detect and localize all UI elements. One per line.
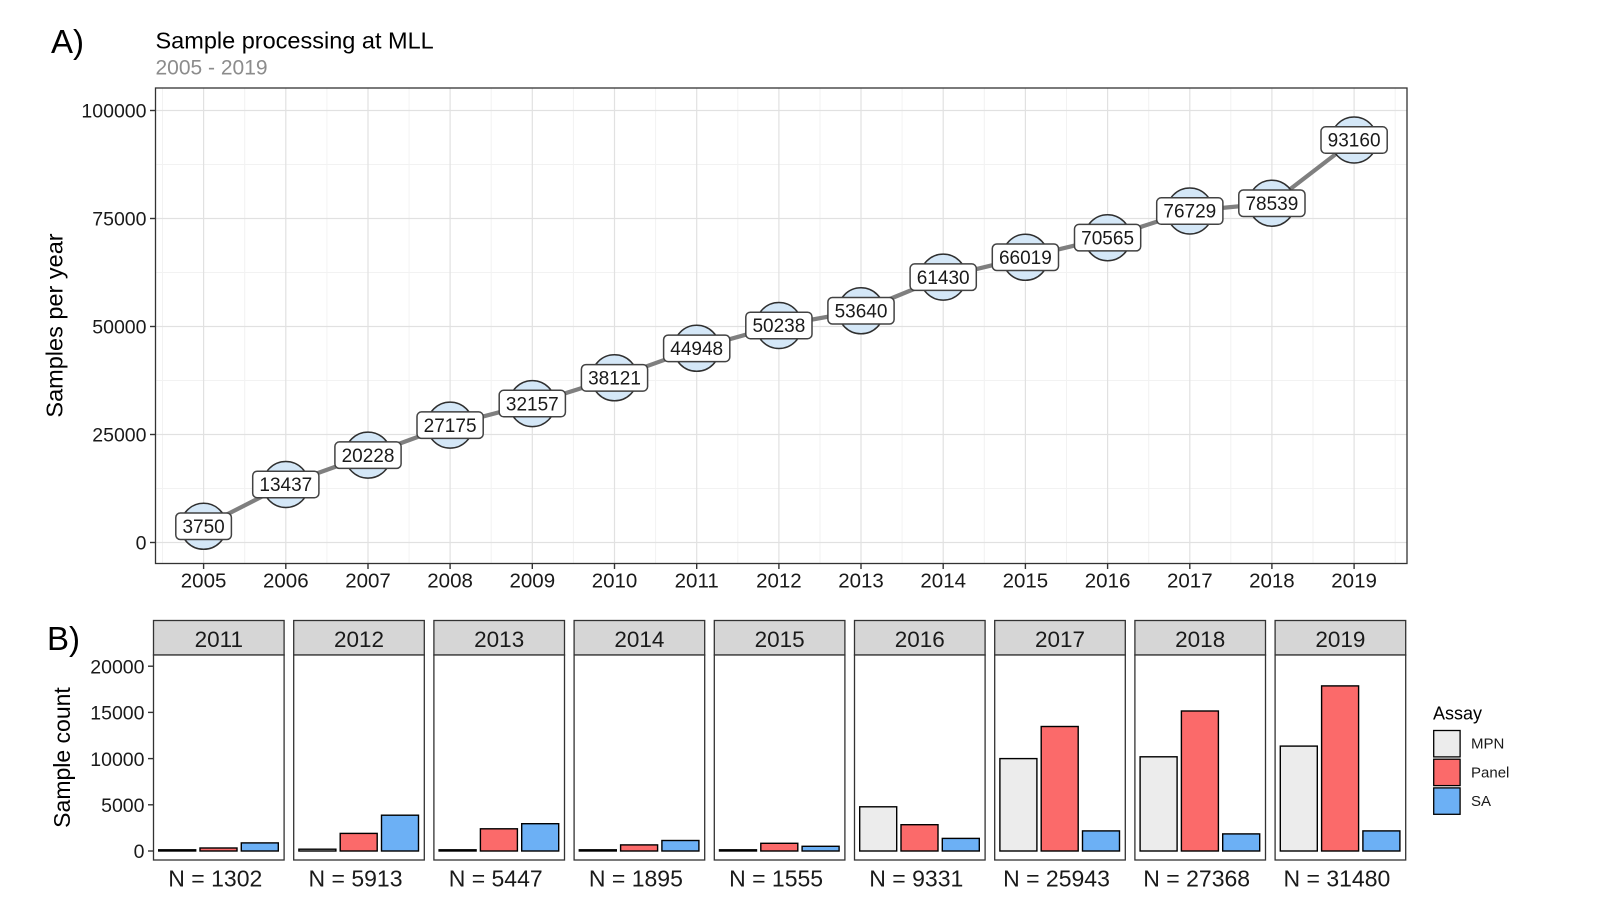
svg-text:A): A) <box>51 23 84 60</box>
svg-text:2016: 2016 <box>895 627 945 652</box>
svg-text:2013: 2013 <box>474 627 524 652</box>
svg-text:2012: 2012 <box>756 570 802 593</box>
svg-text:53640: 53640 <box>835 302 888 323</box>
svg-text:SA: SA <box>1471 793 1491 810</box>
svg-text:38121: 38121 <box>588 369 641 390</box>
svg-text:2010: 2010 <box>592 570 638 593</box>
svg-text:76729: 76729 <box>1163 202 1216 223</box>
svg-text:Sample processing at MLL: Sample processing at MLL <box>156 28 434 54</box>
svg-text:70565: 70565 <box>1081 228 1134 249</box>
svg-text:B): B) <box>47 620 80 657</box>
svg-text:2007: 2007 <box>345 570 391 593</box>
svg-text:N = 31480: N = 31480 <box>1284 866 1391 892</box>
svg-text:25000: 25000 <box>92 425 146 447</box>
svg-text:2006: 2006 <box>263 570 309 593</box>
svg-text:2013: 2013 <box>838 570 884 593</box>
svg-text:N = 27368: N = 27368 <box>1143 866 1250 892</box>
svg-text:20000: 20000 <box>90 656 144 678</box>
svg-text:N = 1302: N = 1302 <box>168 866 262 892</box>
svg-text:13437: 13437 <box>259 475 312 496</box>
svg-text:32157: 32157 <box>506 394 559 415</box>
svg-text:2015: 2015 <box>1003 570 1049 593</box>
svg-text:N = 5913: N = 5913 <box>309 866 403 892</box>
svg-text:15000: 15000 <box>90 703 144 725</box>
svg-text:61430: 61430 <box>917 268 970 289</box>
svg-text:27175: 27175 <box>424 416 477 437</box>
svg-text:Sample count: Sample count <box>49 687 75 828</box>
svg-text:2014: 2014 <box>614 627 664 652</box>
svg-text:2011: 2011 <box>195 627 243 652</box>
svg-text:2016: 2016 <box>1085 570 1131 593</box>
svg-text:2015: 2015 <box>755 627 805 652</box>
svg-text:Samples per year: Samples per year <box>42 233 68 417</box>
svg-text:MPN: MPN <box>1471 736 1504 753</box>
svg-text:0: 0 <box>134 841 145 863</box>
svg-text:3750: 3750 <box>182 517 224 538</box>
svg-text:N = 25943: N = 25943 <box>1003 866 1110 892</box>
svg-text:2014: 2014 <box>920 570 966 593</box>
svg-text:66019: 66019 <box>999 248 1052 269</box>
svg-text:0: 0 <box>136 533 147 555</box>
svg-text:2017: 2017 <box>1167 570 1213 593</box>
svg-text:N = 9331: N = 9331 <box>869 866 963 892</box>
svg-text:10000: 10000 <box>90 749 144 771</box>
svg-text:2008: 2008 <box>427 570 473 593</box>
svg-text:50000: 50000 <box>92 317 146 339</box>
svg-text:2011: 2011 <box>675 570 719 593</box>
svg-text:2012: 2012 <box>334 627 384 652</box>
svg-text:N = 1555: N = 1555 <box>729 866 823 892</box>
svg-text:93160: 93160 <box>1328 131 1381 152</box>
svg-text:2009: 2009 <box>509 570 555 593</box>
svg-text:N = 5447: N = 5447 <box>449 866 543 892</box>
svg-text:2019: 2019 <box>1315 627 1365 652</box>
svg-text:2019: 2019 <box>1331 570 1377 593</box>
svg-text:N = 1895: N = 1895 <box>589 866 683 892</box>
svg-text:100000: 100000 <box>81 101 146 123</box>
svg-text:5000: 5000 <box>101 795 145 817</box>
svg-text:78539: 78539 <box>1245 194 1298 215</box>
svg-text:2018: 2018 <box>1175 627 1225 652</box>
svg-text:Panel: Panel <box>1471 764 1509 781</box>
svg-text:2018: 2018 <box>1249 570 1295 593</box>
svg-text:2005 - 2019: 2005 - 2019 <box>156 57 268 80</box>
svg-text:20228: 20228 <box>342 446 395 467</box>
svg-text:2017: 2017 <box>1035 627 1085 652</box>
svg-text:Assay: Assay <box>1433 704 1482 724</box>
svg-text:44948: 44948 <box>670 339 723 360</box>
svg-text:2005: 2005 <box>181 570 227 593</box>
svg-text:50238: 50238 <box>752 316 805 337</box>
svg-text:75000: 75000 <box>92 209 146 231</box>
